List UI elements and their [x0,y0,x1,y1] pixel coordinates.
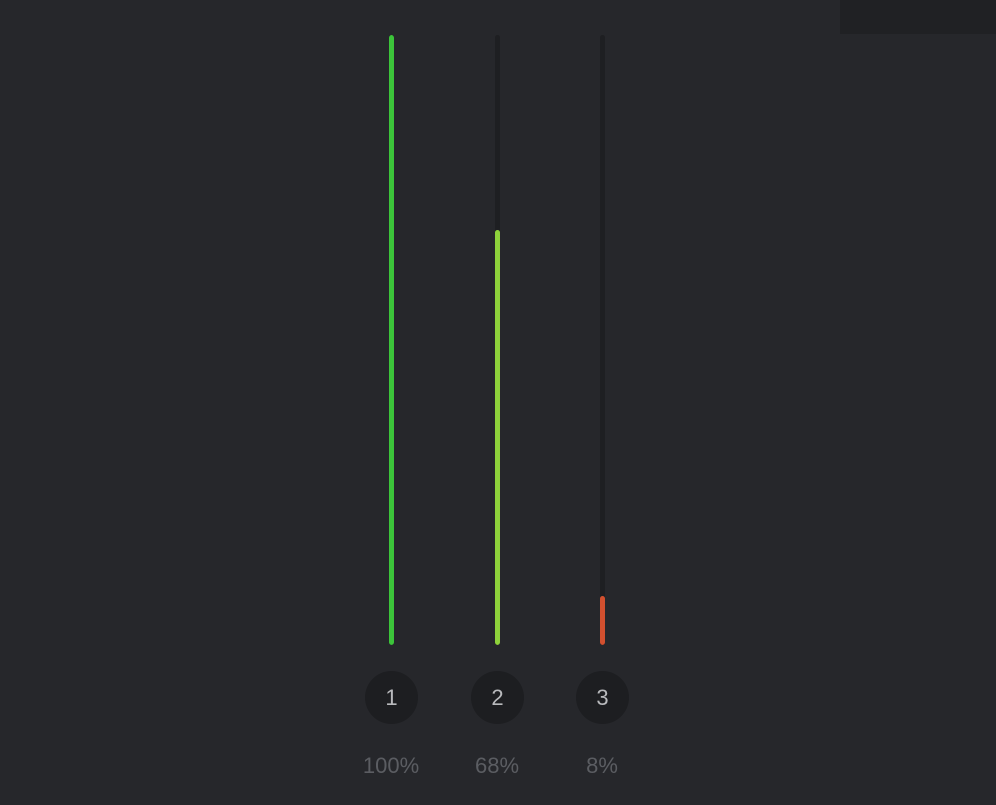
meter-track [600,35,605,645]
meter-number-badge[interactable]: 3 [576,671,629,724]
meter-fill [600,596,605,645]
meter-percent-label: 100% [362,753,420,778]
top-right-panel [840,0,996,34]
meter-2: 2 68% [467,35,527,795]
meter-track [389,35,394,645]
meter-fill [389,35,394,645]
meter-3: 3 8% [572,35,632,795]
meter-number-badge[interactable]: 2 [471,671,524,724]
meter-percent-label: 68% [474,753,520,778]
meter-1: 1 100% [361,35,421,795]
meter-fill [495,230,500,645]
meter-track [495,35,500,645]
meter-number-badge[interactable]: 1 [365,671,418,724]
meter-percent-label: 8% [586,753,618,778]
